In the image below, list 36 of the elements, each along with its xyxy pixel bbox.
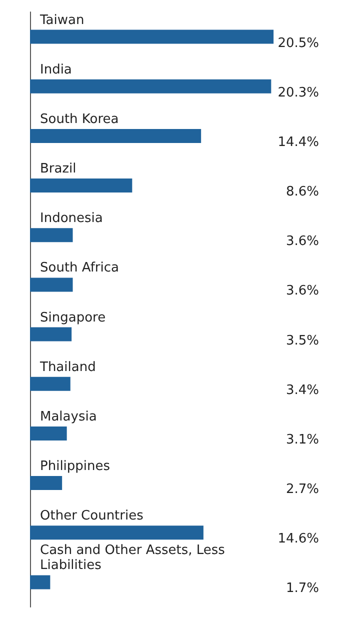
y-tick-label: India bbox=[40, 62, 72, 78]
data-label: 3.5% bbox=[286, 333, 319, 348]
data-label: 2.7% bbox=[286, 482, 319, 498]
y-tick-label: Singapore bbox=[40, 310, 106, 326]
data-label: 20.5% bbox=[278, 36, 319, 51]
bar bbox=[30, 79, 272, 94]
y-tick-label: Indonesia bbox=[40, 211, 103, 226]
y-tick-label: Philippines bbox=[40, 459, 110, 474]
data-label: 8.6% bbox=[286, 184, 319, 200]
data-label: 1.7% bbox=[286, 581, 319, 596]
bar bbox=[30, 376, 70, 391]
data-label: 3.6% bbox=[286, 234, 319, 250]
bar bbox=[30, 30, 274, 44]
data-label: 14.4% bbox=[278, 134, 319, 150]
bar bbox=[30, 575, 50, 590]
bar bbox=[30, 128, 202, 143]
bar bbox=[30, 228, 73, 242]
data-label: 3.1% bbox=[286, 432, 319, 448]
bar bbox=[30, 426, 67, 440]
y-tick-label: Cash and Other Assets, Less Liabilities bbox=[40, 543, 230, 574]
data-label: 3.6% bbox=[286, 284, 319, 299]
bar bbox=[30, 327, 72, 342]
y-tick-label: Brazil bbox=[40, 162, 76, 177]
y-tick-label: Thailand bbox=[39, 360, 96, 375]
data-label: 20.3% bbox=[278, 85, 319, 100]
bar bbox=[30, 278, 73, 292]
data-label: 14.6% bbox=[278, 532, 319, 547]
data-label: 3.4% bbox=[286, 382, 319, 398]
y-tick-label: South Africa bbox=[40, 260, 119, 276]
bar bbox=[30, 476, 62, 490]
y-tick-label: Other Countries bbox=[40, 508, 144, 524]
y-tick-label: Taiwan bbox=[39, 12, 84, 28]
bar bbox=[30, 178, 132, 193]
bar bbox=[30, 526, 204, 540]
y-tick-label: Malaysia bbox=[40, 409, 97, 424]
y-tick-label: South Korea bbox=[40, 112, 119, 127]
